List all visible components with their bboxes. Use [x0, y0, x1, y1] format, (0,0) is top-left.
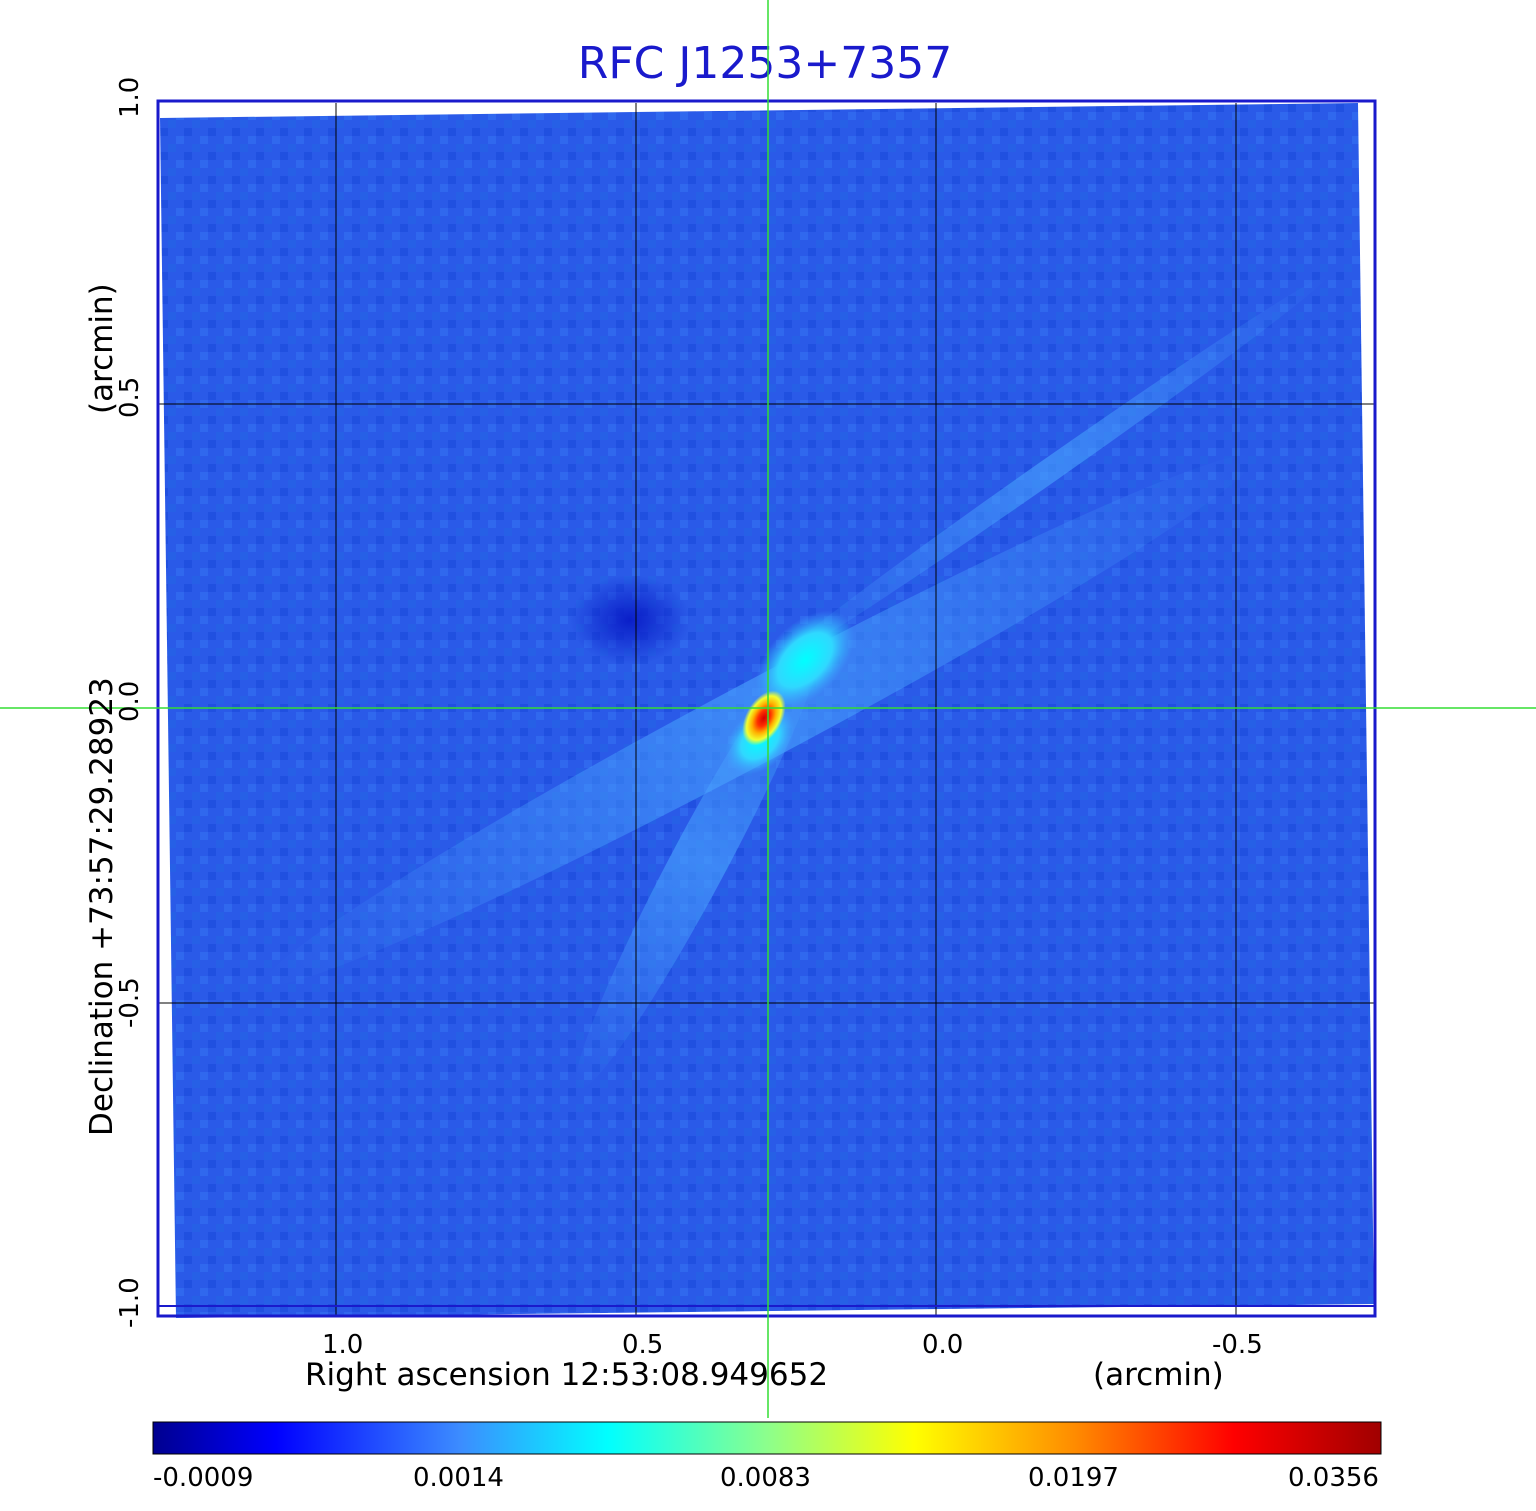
x-axis-unit: (arcmin): [1093, 1357, 1224, 1393]
x-tick-label: 0.5: [622, 1330, 664, 1360]
colorbar-label: 0.0083: [720, 1463, 811, 1493]
y-axis-unit: (arcmin): [84, 283, 120, 414]
y-tick-label: 1.0: [115, 76, 145, 118]
x-tick-label: 1.0: [322, 1330, 364, 1360]
colorbar-label: -0.0009: [153, 1463, 254, 1493]
y-axis-label: Declination +73:57:29.28923: [84, 677, 120, 1136]
x-axis-label: Right ascension 12:53:08.949652: [305, 1357, 829, 1393]
colorbar-label: 0.0356: [1288, 1463, 1379, 1493]
image-title: RFC J1253+7357: [577, 38, 953, 89]
colorbar: [152, 1421, 1382, 1455]
colorbar-label: 0.0014: [413, 1463, 504, 1493]
emission-structure: [265, 274, 1329, 1090]
y-tick-label: -1.0: [115, 1277, 145, 1328]
crosshair: [0, 0, 1536, 1418]
x-tick-label: -0.5: [1212, 1330, 1263, 1360]
x-tick-label: 0.0: [922, 1330, 964, 1360]
colorbar-label: 0.0197: [1028, 1463, 1119, 1493]
coordinate-grid: [158, 103, 1375, 1316]
